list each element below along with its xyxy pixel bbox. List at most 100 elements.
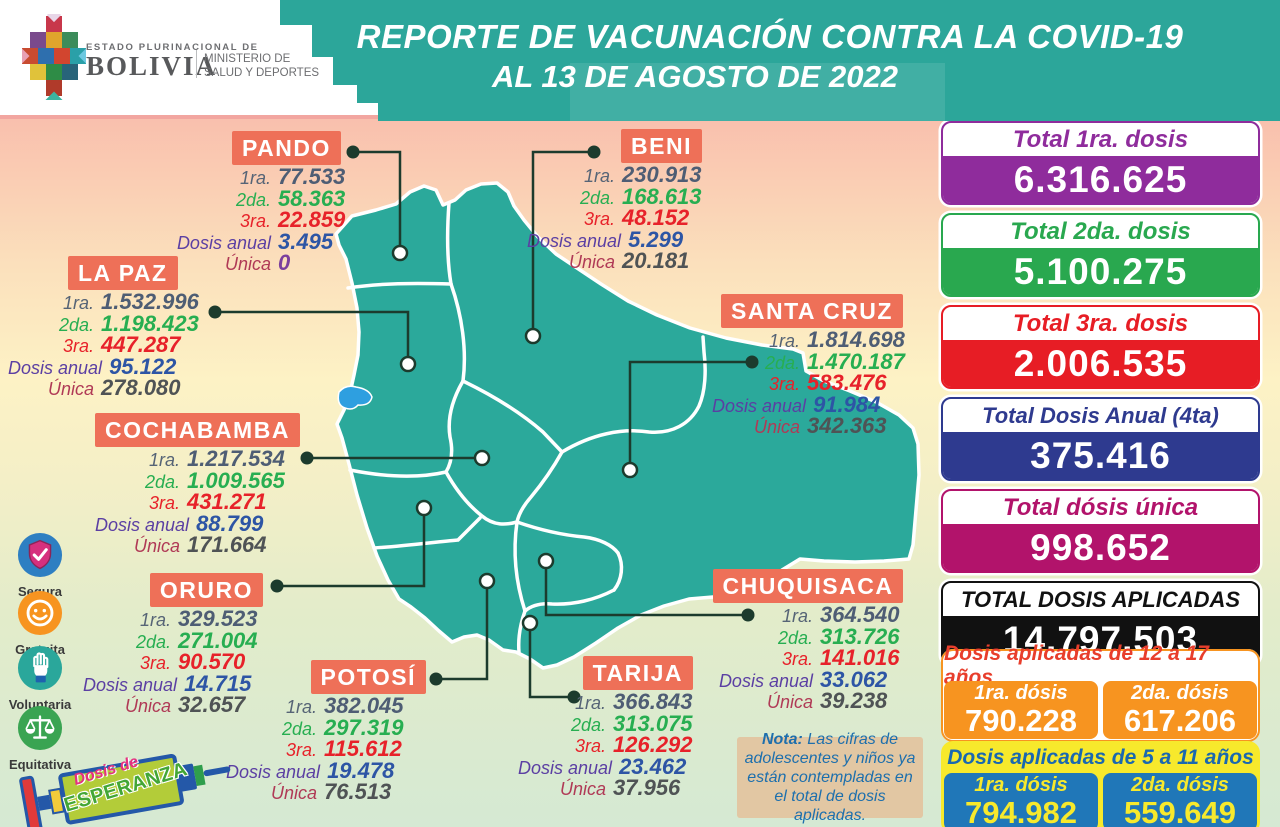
dose-label: 3ra. (768, 374, 800, 394)
dose-value: 1.470.187 (807, 348, 905, 374)
totals-sidebar: Total 1ra. dosis 6.316.625 Total 2da. do… (941, 121, 1260, 665)
age-group-cell: 2da. dósis 617.206 (1103, 681, 1257, 739)
age-dose-label: 2da. dósis (1131, 774, 1229, 796)
department-block-chuquisaca: CHUQUISACA 1ra. 364.540 2da. 313.726 3ra. 1… (708, 569, 908, 713)
total-card-title: TOTAL DOSIS APLICADAS (960, 586, 1241, 612)
department-name-badge: BENI (621, 129, 702, 163)
dose-label: Dosis anual (527, 230, 622, 251)
dose-value: 141.016 (820, 645, 900, 670)
dose-value: 431.271 (187, 489, 267, 514)
total-card-title: Total 1ra. dosis (1012, 125, 1189, 153)
balance-scale-icon (17, 705, 63, 751)
department-block-tarija: TARIJA 1ra. 366.843 2da. 313.075 3ra. 126.2… (518, 656, 703, 800)
total-card-value: 375.416 (943, 432, 1258, 479)
dose-label: 3ra. (574, 736, 606, 756)
dose-label: Dosis anual (95, 514, 190, 535)
dose-label: 1ra. (62, 293, 94, 313)
dose-label: Única (766, 692, 813, 712)
age-dose-value: 790.228 (964, 703, 1078, 738)
total-card-title: Total Dosis Anual (4ta) (982, 402, 1219, 428)
dose-value: 48.152 (622, 205, 690, 230)
report-title-line1: REPORTE DE VACUNACIÓN CONTRA LA COVID-19 (356, 18, 1184, 55)
dose-label: 2da. (235, 189, 271, 210)
total-card-value: 5.100.275 (943, 248, 1258, 295)
raised-hand-icon (17, 645, 63, 691)
dose-value: 32.657 (178, 692, 246, 717)
estado-plurinacional-text: ESTADO PLURINACIONAL DE (86, 42, 259, 53)
dose-value: 342.363 (807, 413, 887, 438)
dose-label: Única (559, 779, 606, 799)
department-block-santa-cruz: SANTA CRUZ 1ra. 1.814.698 2da. 1.470.187 3… (712, 294, 912, 438)
dose-label: 2da. (777, 627, 813, 648)
leader-lines (215, 150, 752, 699)
dose-label: 3ra. (781, 649, 813, 669)
total-card-value: 2.006.535 (943, 340, 1258, 387)
total-card-anual: Total Dosis Anual (4ta) 375.416 (941, 397, 1260, 481)
dose-label: Dosis anual (176, 232, 271, 253)
dose-label: 3ra. (583, 209, 615, 229)
age-group-5-11: Dosis aplicadas de 5 a 11 años 1ra. dósi… (941, 741, 1260, 827)
dose-label: 2da. (135, 631, 171, 652)
dose-value: 0 (278, 250, 291, 275)
department-block-la-paz: LA PAZ 1ra. 1.532.996 2da. 1.198.423 3ra. 4… (8, 256, 213, 400)
dose-label: 1ra. (139, 610, 171, 630)
dose-value: 297.319 (324, 714, 404, 740)
dose-label: Dosis anual (226, 761, 321, 782)
bolivia-coat-of-arms (12, 7, 96, 109)
dose-value: 1.532.996 (101, 289, 199, 314)
dose-value: 22.859 (278, 207, 346, 232)
dose-value: 366.843 (613, 689, 693, 714)
dose-label: Dosis anual (712, 395, 807, 416)
dose-value: 382.045 (324, 693, 404, 718)
department-name-badge: POTOSÍ (310, 660, 426, 694)
report-title-line2: AL 13 DE AGOSTO DE 2022 (491, 59, 899, 94)
dose-value: 3.495 (278, 228, 334, 254)
dose-value: 171.664 (187, 532, 267, 557)
dose-label: 1ra. (148, 450, 180, 470)
shield-check-icon (17, 532, 63, 578)
dose-value: 91.984 (813, 391, 881, 417)
total-card-2da: Total 2da. dosis 5.100.275 (941, 213, 1260, 297)
total-card-1ra: Total 1ra. dosis 6.316.625 (941, 121, 1260, 205)
dose-value: 447.287 (101, 332, 181, 357)
dose-value: 58.363 (278, 185, 346, 211)
dose-value: 329.523 (178, 606, 258, 631)
principle-label: Voluntaria (8, 697, 72, 712)
dose-label: Única (124, 696, 171, 716)
age-group-title: Dosis aplicadas de 12 a 17 años (944, 642, 1257, 689)
department-block-beni: BENI 1ra. 230.913 2da. 168.613 3ra. 48.152 … (527, 129, 722, 273)
total-card-title: Total dósis única (1002, 493, 1199, 521)
ministry-text: MINISTERIO DE SALUD Y DEPORTES (204, 53, 320, 79)
map-dots (391, 244, 639, 632)
dose-label: Única (568, 252, 615, 272)
bolivia-wordmark: BOLIVIA (86, 51, 218, 81)
principle-segura: Segura (0, 532, 80, 599)
dose-value: 76.513 (324, 779, 392, 804)
dose-label: 1ra. (574, 693, 606, 713)
dose-value: 77.533 (278, 164, 346, 189)
dose-value: 95.122 (109, 353, 177, 379)
department-name-badge: COCHABAMBA (95, 413, 300, 447)
dose-label: 3ra. (239, 211, 271, 231)
header-divider (196, 50, 197, 78)
department-name-badge: ORURO (149, 573, 263, 607)
dose-value: 230.913 (622, 162, 702, 187)
dose-label: 2da. (58, 314, 94, 335)
label-dots (208, 145, 759, 704)
dose-label: 3ra. (62, 336, 94, 356)
principle-label: Equitativa (8, 757, 72, 772)
dose-label: 3ra. (285, 740, 317, 760)
dose-value: 33.062 (820, 666, 888, 692)
department-name-badge: CHUQUISACA (712, 569, 904, 603)
dose-label: Única (270, 783, 317, 803)
dose-value: 583.476 (807, 370, 887, 395)
age-dose-label: 1ra. dósis (974, 682, 1068, 704)
dose-value: 115.612 (324, 736, 402, 761)
dose-value: 364.540 (820, 602, 900, 627)
age-dose-label: 1ra. dósis (974, 774, 1068, 796)
department-block-oruro: ORURO 1ra. 329.523 2da. 271.004 3ra. 90.570… (83, 573, 266, 717)
department-borders (346, 201, 707, 654)
dose-value: 1.009.565 (187, 467, 285, 493)
department-name-badge: PANDO (232, 131, 341, 165)
